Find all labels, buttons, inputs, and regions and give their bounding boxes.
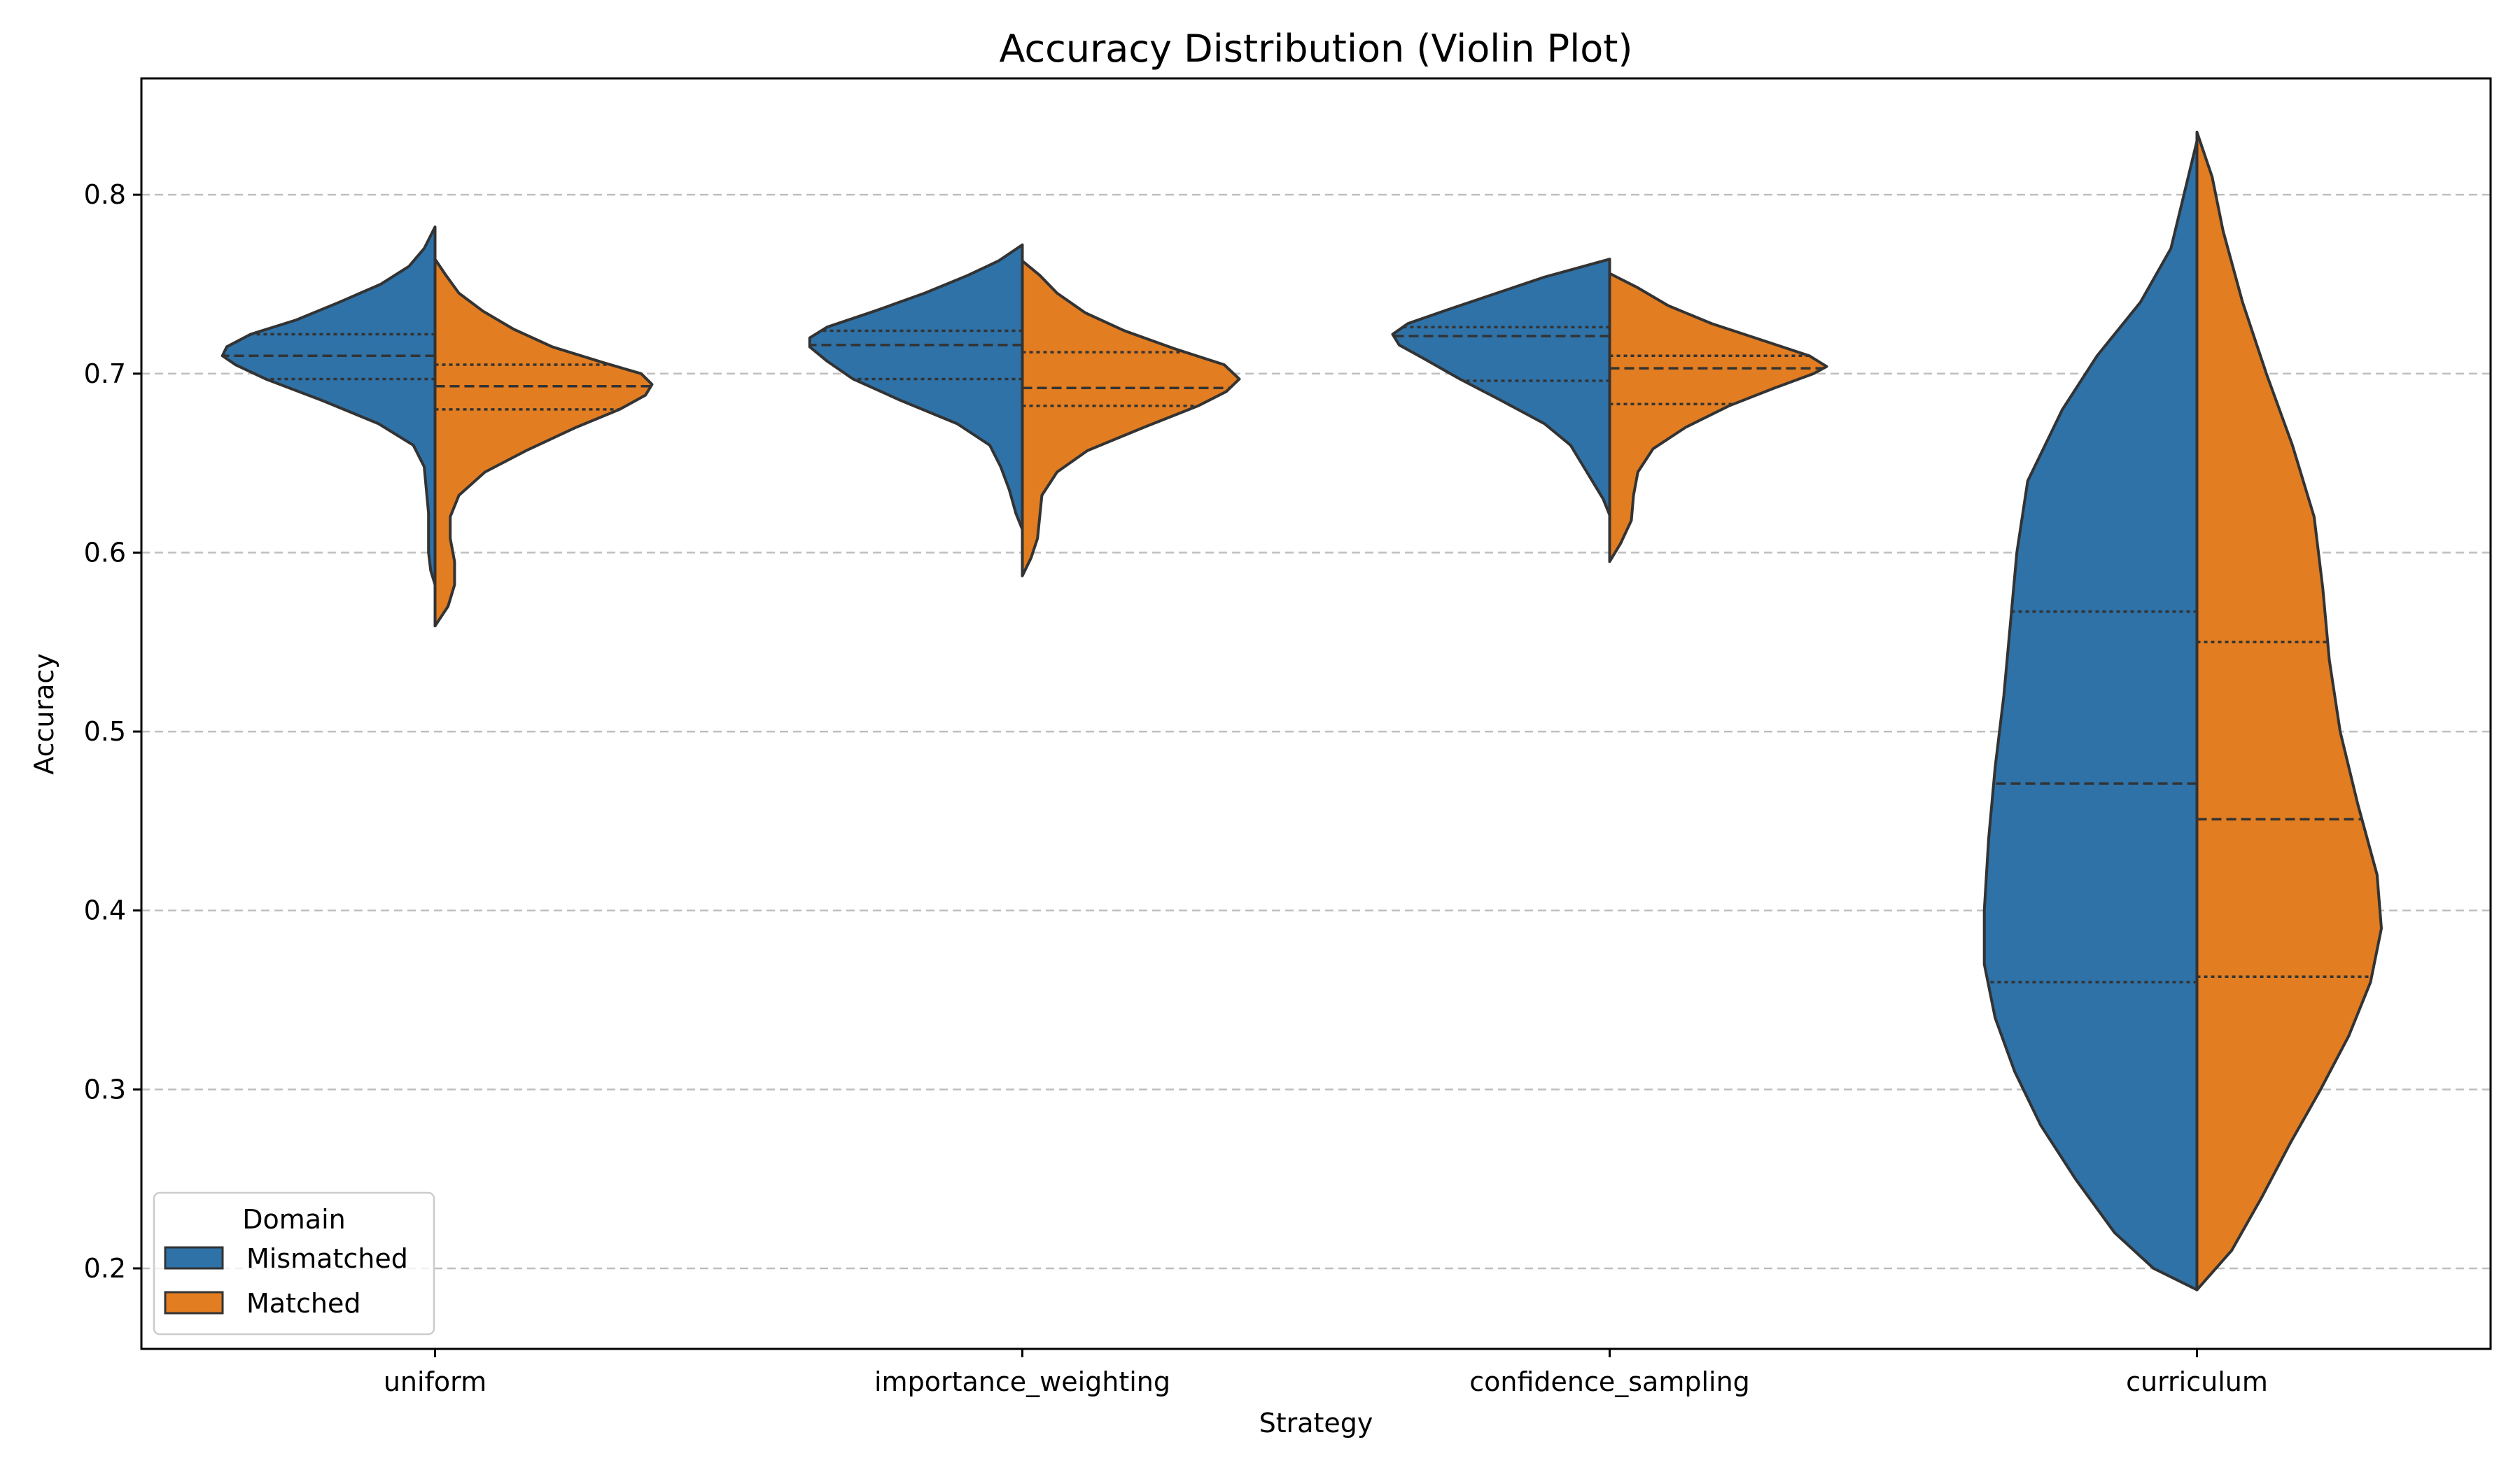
legend-title: Domain <box>242 1204 345 1235</box>
violin-confidence-sampling-mismatched <box>1391 258 1611 517</box>
x-axis-label: Strategy <box>1259 1408 1373 1438</box>
chart-title: Accuracy Distribution (Violin Plot) <box>999 27 1632 71</box>
violin-curriculum-mismatched <box>1982 139 2199 1292</box>
x-tick-label-importance-weighting: importance_weighting <box>874 1366 1170 1397</box>
y-tick-label-0.8: 0.8 <box>84 179 126 210</box>
x-tick-label-uniform: uniform <box>384 1366 486 1397</box>
y-tick-label-0.4: 0.4 <box>84 895 126 926</box>
quartile-lines <box>222 326 2372 983</box>
legend: Domain Mismatched Matched <box>153 1191 435 1336</box>
legend-label-matched: Matched <box>246 1288 360 1319</box>
plot-frame <box>140 77 2492 1350</box>
y-tick-label-0.6: 0.6 <box>84 537 126 568</box>
x-axis-ticks: uniform importance_weighting confidence_sa… <box>384 1349 2268 1397</box>
violin-uniform-matched <box>433 258 654 628</box>
x-tick-label-curriculum: curriculum <box>2126 1366 2268 1397</box>
x-tick-label-confidence-sampling: confidence_sampling <box>1469 1366 1750 1397</box>
violin-curriculum-matched <box>2195 130 2383 1292</box>
violin-importance-weighting-mismatched <box>808 243 1024 531</box>
violins <box>220 130 2383 1292</box>
legend-swatch-matched <box>164 1291 224 1315</box>
violin-confidence-sampling-matched <box>1608 272 1828 564</box>
legend-box <box>153 1191 435 1336</box>
violin-uniform-mismatched <box>220 225 437 587</box>
y-axis-ticks: 0.2 0.3 0.4 0.5 0.6 0.7 0.8 <box>84 179 141 1284</box>
y-tick-label-0.2: 0.2 <box>84 1253 126 1284</box>
y-tick-label-0.5: 0.5 <box>84 716 126 747</box>
y-axis-label: Accuracy <box>29 653 59 775</box>
legend-swatch-mismatched <box>164 1246 224 1270</box>
y-tick-label-0.3: 0.3 <box>84 1074 126 1105</box>
legend-label-mismatched: Mismatched <box>246 1243 408 1274</box>
y-tick-label-0.7: 0.7 <box>84 358 126 389</box>
violin-importance-weighting-matched <box>1021 259 1241 578</box>
